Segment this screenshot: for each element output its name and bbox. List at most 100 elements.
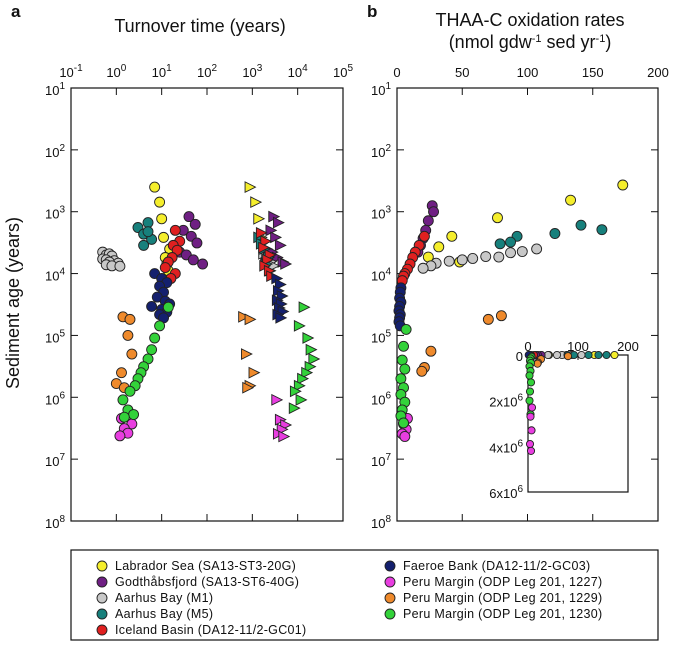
panel-a-circle-point (154, 320, 166, 332)
panel-a-circle-point (114, 260, 126, 272)
panel-b-point (575, 219, 587, 231)
inset-point (526, 446, 536, 455)
panel-b-point (418, 230, 430, 242)
inset-point (525, 387, 535, 396)
inset-point (525, 396, 534, 405)
panel-a-circle-point (183, 211, 195, 223)
legend: Labrador Sea (SA13-ST3-20G) Godthåbsfjord… (96, 559, 602, 637)
panel-a-triangle-point (241, 348, 253, 360)
panel-a-circle-point (146, 300, 158, 312)
inset-y-tick-label: 2x106 (489, 393, 523, 410)
inset-point (584, 350, 593, 360)
panel-b-point (531, 243, 543, 255)
panel-b-point (398, 417, 409, 429)
panel-b-point (480, 251, 492, 262)
panel-a-y-tick-label: 102 (45, 143, 65, 160)
panel-a-triangle-point (250, 196, 263, 209)
panel-a-y-tick-label: 108 (45, 514, 65, 531)
inset-x-tick-label: 0 (524, 339, 531, 354)
panel-b-title-line1: THAA-C oxidation rates (435, 10, 624, 30)
panel-b-point (417, 262, 429, 274)
panel-b-point (433, 241, 445, 253)
legend-label: Labrador Sea (SA13-ST3-20G) (115, 559, 296, 573)
panel-a-circle-point (149, 181, 161, 193)
panel-a-circle-point (118, 411, 130, 423)
legend-marker (384, 592, 396, 604)
panel-a-triangle-point (271, 393, 284, 406)
panel-b-point (456, 254, 468, 266)
panel-b-point (398, 340, 409, 352)
panel-a-y-tick-label: 106 (45, 390, 65, 407)
panel-b-point (596, 224, 608, 236)
panel-a-triangle-point (274, 278, 287, 291)
panel-b-x-tick-label: 100 (517, 65, 539, 80)
panel-a-triangle-point (258, 241, 271, 254)
panel-a-x-tick-label: 101 (152, 63, 172, 80)
panel-a-circle-point (117, 394, 129, 406)
panel-a-circle-point (124, 313, 136, 325)
panel-a-triangle-point (272, 216, 285, 229)
panel-a-triangle-point (308, 353, 321, 365)
inset-point (525, 439, 535, 449)
panel-a-triangle-point (260, 235, 273, 248)
panel-a-markers (97, 181, 321, 443)
panel-b-title-line2: (nmol gdw-1 sed yr-1) (449, 32, 612, 52)
legend-label: Peru Margin (ODP Leg 201, 1227) (403, 575, 602, 589)
panel-a-triangle-point (242, 381, 255, 394)
panel-b-markers (393, 179, 629, 442)
panel-a-circle-point (128, 409, 140, 420)
panel-b-point (482, 313, 494, 325)
panel-b-title-part2: sed yr (542, 32, 596, 52)
panel-a-triangle-point (295, 393, 308, 406)
inset-point (526, 412, 535, 421)
legend-label: Godthåbsfjord (SA13-ST6-40G) (115, 575, 299, 589)
panel-a-x-tick-label: 105 (333, 63, 353, 80)
legend-label: Faeroe Bank (DA12-11/2-GC03) (403, 559, 590, 573)
inset-markers (524, 350, 619, 455)
panel-b-point (617, 179, 629, 191)
panel-a-circle-point (191, 237, 203, 249)
panel-a-triangle-point (293, 379, 306, 392)
panel-a-triangle-point (248, 366, 261, 379)
panel-b-y-tick-label: 107 (371, 452, 391, 469)
panel-b-letter: b (367, 2, 377, 21)
legend-marker (384, 560, 396, 572)
panel-a-triangle-point (262, 253, 275, 266)
panel-a-x-tick-label: 104 (288, 63, 308, 80)
panel-a-triangle-point (274, 239, 287, 252)
panel-b-point (428, 206, 439, 218)
inset-y-tick-label: 6x106 (489, 484, 523, 501)
legend-label: Peru Margin (ODP Leg 201, 1230) (403, 607, 602, 621)
panel-b-point (495, 310, 507, 322)
panel-a-circle-point (158, 231, 169, 243)
panel-a-x-tick-label: 100 (106, 63, 126, 80)
panel-a-circle-point (124, 385, 136, 397)
panel-a-triangle-point (255, 226, 268, 239)
legend-box (70, 549, 659, 641)
panel-a-triangle-point (244, 313, 257, 326)
panel-b-point (425, 345, 437, 357)
panel-b-point (493, 251, 505, 263)
panel-a-circle-point (149, 332, 161, 344)
panel-a-triangle-point (289, 385, 302, 398)
legend-label: Aarhus Bay (M1) (115, 591, 213, 605)
panel-b-point (399, 431, 411, 442)
panel-a-triangle-point (301, 366, 314, 379)
panel-a-triangle-point (275, 311, 288, 324)
panel-b-point (400, 323, 412, 335)
panel-a-circle-point (126, 348, 138, 360)
panel-b-point (446, 230, 458, 242)
panel-a-circle-point (154, 196, 166, 208)
panel-b-point (494, 238, 506, 250)
panel-a-circle-point (162, 301, 174, 313)
panel-b-point (396, 354, 408, 366)
panel-b-point (422, 215, 434, 227)
panel-b-y-tick-label: 106 (371, 390, 391, 407)
panel-b-x-tick-label: 50 (455, 65, 469, 80)
panel-a-triangle-point (238, 310, 251, 323)
panel-a-ticks: 10-1 100 101 102 103 104 105 101 102 103 104 105 106… (45, 63, 353, 531)
inset-point (527, 403, 537, 412)
inset-point (563, 352, 573, 361)
panel-b-point (395, 373, 407, 385)
